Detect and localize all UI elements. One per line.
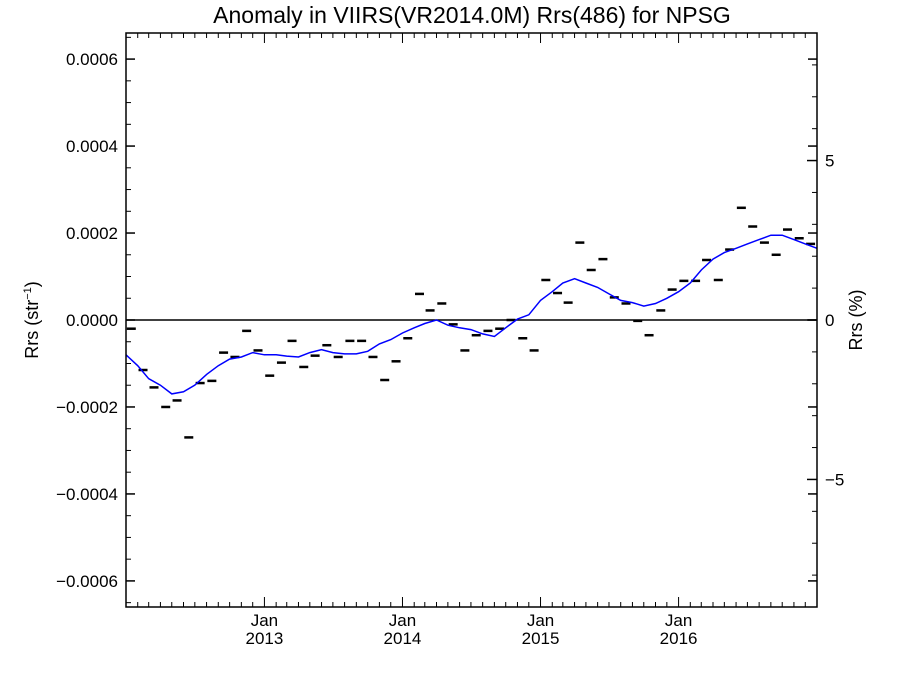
x-tick-label-year: 2016 [660, 629, 698, 648]
x-tick-label-year: 2015 [522, 629, 560, 648]
left-y-axis-label-superscript: −1 [22, 287, 34, 300]
x-tick-label-month: Jan [527, 611, 554, 630]
left-y-tick-label: −0.0004 [56, 485, 118, 504]
plot-area [125, 32, 818, 608]
x-tick-label-year: 2014 [384, 629, 422, 648]
left-y-axis-label-close: ) [22, 281, 42, 287]
right-y-axis: −5 0 5 [807, 32, 844, 608]
left-y-tick-label: −0.0002 [56, 398, 118, 417]
right-y-tick-label: 0 [825, 311, 834, 330]
running-mean-line [125, 234, 818, 395]
x-tick-label-month: Jan [251, 611, 278, 630]
left-y-tick-label: 0.0006 [66, 50, 118, 69]
monthly-anomaly-markers [126, 206, 816, 439]
right-y-tick-label: −5 [825, 470, 844, 489]
left-y-tick-label: 0.0000 [66, 311, 118, 330]
x-tick-label-month: Jan [665, 611, 692, 630]
left-y-tick-label: 0.0002 [66, 224, 118, 243]
left-y-axis-label: Rrs (str−1) [22, 281, 42, 359]
right-y-tick-label: 5 [825, 152, 834, 171]
left-y-tick-label: −0.0006 [56, 572, 118, 591]
x-tick-label-year: 2013 [246, 629, 284, 648]
left-y-axis: −0.0006 −0.0004 −0.0002 0.0000 0.0002 0.0004 0… [56, 36, 817, 604]
left-y-tick-label: 0.0004 [66, 137, 118, 156]
x-tick-label-month: Jan [389, 611, 416, 630]
right-y-axis-label: Rrs (%) [846, 290, 866, 351]
chart-title: Anomaly in VIIRS(VR2014.0M) Rrs(486) for… [213, 2, 731, 28]
